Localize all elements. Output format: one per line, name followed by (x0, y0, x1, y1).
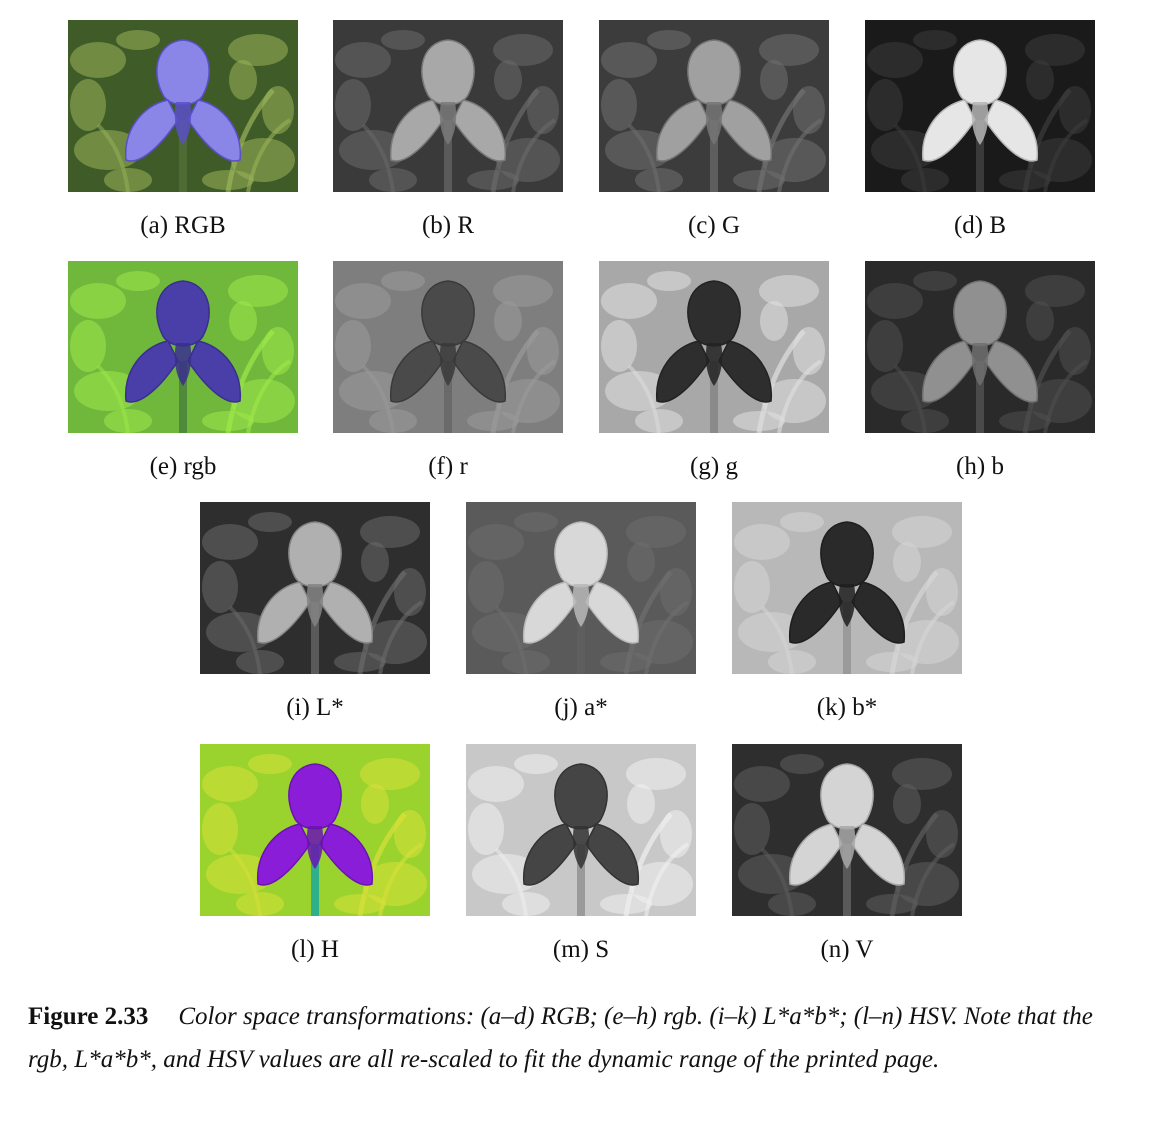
figure-caption: Figure 2.33 Color space transformations: … (28, 995, 1128, 1081)
iris-image-d (865, 20, 1095, 192)
iris-image-c (599, 20, 829, 192)
panel-l-caption: (l) H (291, 936, 339, 963)
iris-image-j (466, 502, 696, 674)
panel-e-caption: (e) rgb (149, 453, 217, 480)
panel-i-caption: (i) L* (286, 694, 344, 721)
panel-n-caption: (n) V (820, 936, 874, 963)
iris-image-f (333, 261, 563, 433)
figure-caption-text: Color space transformations: (a–d) RGB; … (28, 1003, 1093, 1073)
panel-c-image (599, 20, 829, 192)
panel-h-caption: (h) b (956, 453, 1004, 480)
iris-image-m (466, 744, 696, 916)
panel-i-image (200, 502, 430, 674)
panel-m-caption: (m) S (552, 936, 610, 963)
panel-n-image (732, 744, 962, 916)
panel-g-caption: (g) g (690, 453, 738, 480)
iris-image-g (599, 261, 829, 433)
panel-d-image (865, 20, 1095, 192)
panel-a-caption: (a) RGB (140, 212, 226, 239)
panel-m-image (466, 744, 696, 916)
iris-image-b (333, 20, 563, 192)
iris-image-l (200, 744, 430, 916)
figure-number: Figure 2.33 (28, 1003, 149, 1030)
panel-g-image (599, 261, 829, 433)
iris-image-a (68, 20, 298, 192)
panel-f-image (333, 261, 563, 433)
panel-b-caption: (b) R (421, 212, 475, 239)
panel-j-caption: (j) a* (554, 694, 608, 721)
panel-k-image (732, 502, 962, 674)
panel-k-caption: (k) b* (816, 694, 878, 721)
panel-b-image (333, 20, 563, 192)
iris-image-n (732, 744, 962, 916)
iris-image-k (732, 502, 962, 674)
panel-j-image (466, 502, 696, 674)
iris-image-i (200, 502, 430, 674)
panel-d-caption: (d) B (953, 212, 1007, 239)
panel-a-image (68, 20, 298, 192)
panel-e-image (68, 261, 298, 433)
panel-l-image (200, 744, 430, 916)
iris-image-h (865, 261, 1095, 433)
panel-h-image (865, 261, 1095, 433)
iris-image-e (68, 261, 298, 433)
panel-c-caption: (c) G (687, 212, 741, 239)
panel-f-caption: (f) r (428, 453, 468, 480)
